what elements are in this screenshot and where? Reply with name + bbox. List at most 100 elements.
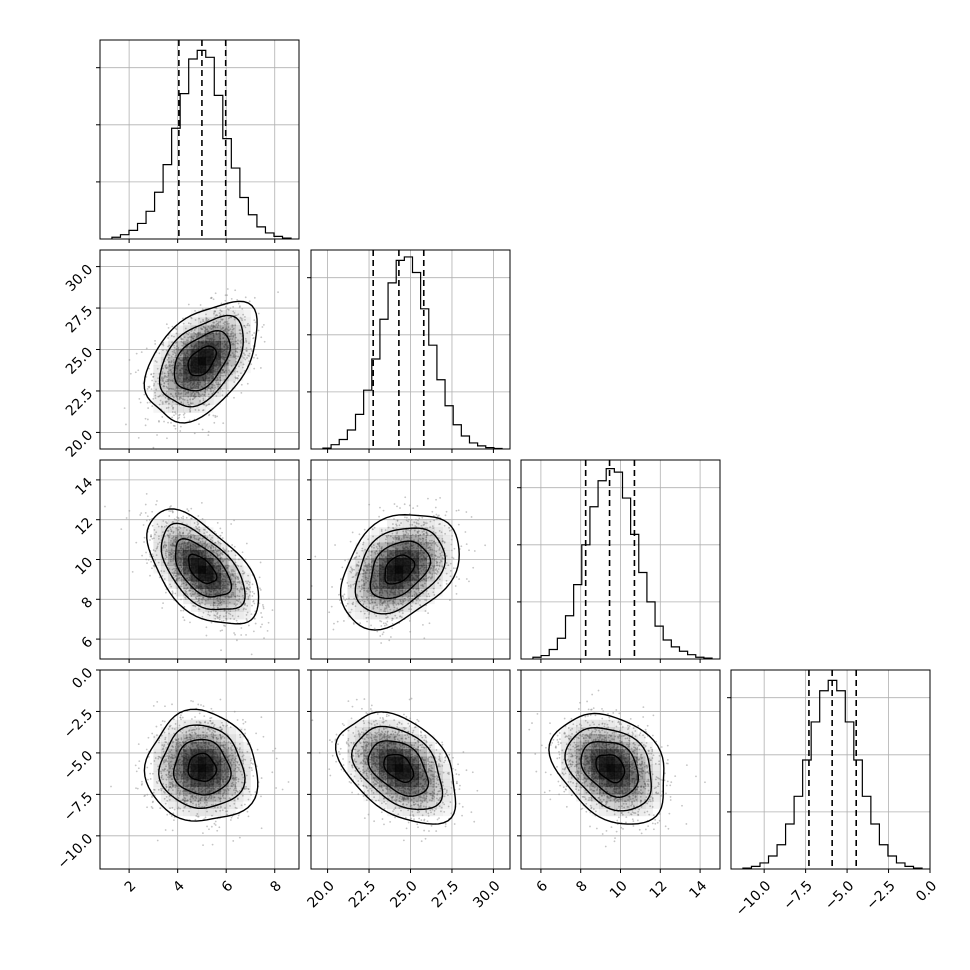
scatter-point [173,567,175,570]
scatter-point [164,554,167,557]
scatter-point [177,519,180,522]
scatter-point [176,386,178,389]
scatter-point [445,562,448,564]
scatter-point [214,541,217,544]
scatter-point [169,552,172,555]
density-cell [160,396,169,405]
density-cell [242,325,251,334]
scatter-point [235,347,237,350]
scatter-point [162,394,165,396]
scatter-point [221,588,224,591]
scatter-point [204,540,207,543]
scatter-point [192,337,195,340]
scatter-point [234,324,237,327]
scatter-point [392,540,394,543]
scatter-point [181,338,184,341]
scatter-point [410,605,413,607]
scatter-point [213,530,216,533]
scatter-point [226,331,228,334]
scatter-point [156,546,159,549]
scatter-point [331,586,333,588]
scatter-point [235,619,238,622]
scatter-point [248,583,250,586]
scatter-point [427,497,429,500]
scatter-point [161,379,164,382]
scatter-point [209,604,212,607]
scatter-point [186,399,189,402]
scatter-point [193,522,196,524]
scatter-point [226,564,229,567]
scatter-point [199,383,201,386]
scatter-point [168,388,170,391]
scatter-point [180,566,183,568]
density-cell [168,580,177,589]
scatter-point [154,339,156,342]
scatter-point [434,569,437,571]
scatter-point [259,587,261,590]
density-cell [235,341,244,350]
scatter-point [407,533,410,535]
scatter-point [147,558,150,561]
scatter-point [231,569,234,571]
scatter-point [235,360,237,363]
density-cell [220,580,229,589]
scatter-point [165,392,168,395]
scatter-point [170,550,173,552]
scatter-point [172,540,175,543]
density-cell [183,557,192,566]
scatter-point [361,572,364,575]
scatter-point [168,363,171,366]
scatter-point [425,531,428,533]
scatter-point [188,419,191,422]
scatter-point [185,590,188,593]
scatter-point [226,328,229,331]
scatter-point [237,565,240,567]
hist-panel-2 [517,459,721,663]
scatter-point [359,600,362,603]
scatter-point [166,390,168,393]
scatter-point [232,335,235,338]
scatter-point [173,425,176,427]
scatter-point [180,359,183,362]
scatter-point [172,388,175,391]
scatter-point [222,559,225,562]
scatter-point [173,563,176,566]
scatter-point [177,393,180,395]
scatter-point [453,547,456,550]
density-cell [190,603,199,612]
scatter-point [457,523,460,526]
scatter-point [210,386,213,389]
scatter-point [394,536,396,539]
scatter-point [201,428,204,431]
scatter-point [417,534,420,537]
scatter-point [207,430,210,433]
scatter-point [175,341,178,344]
scatter-point [179,354,182,357]
scatter-point [357,564,360,567]
scatter-point [260,612,262,614]
density-cell [242,580,251,589]
scatter-point [202,318,204,321]
density-cell [220,357,229,366]
scatter-point [175,567,178,570]
scatter-point [201,308,204,311]
scatter-point [185,588,188,590]
scatter-point [207,611,210,613]
scatter-point [233,312,236,314]
density-cell [220,542,229,551]
density-cell [168,372,177,382]
scatter-point [203,528,206,531]
scatter-point [227,550,230,553]
scatter-point [349,584,352,587]
scatter-point [431,573,434,576]
scatter-point [234,333,237,336]
scatter-point [146,388,149,390]
scatter-point [422,524,425,526]
density-cell [213,365,221,374]
scatter-point [232,592,235,594]
scatter-point [177,417,179,420]
scatter-point [185,581,187,584]
scatter-point [236,587,239,590]
scatter-point [416,587,419,590]
scatter-point [248,300,251,303]
